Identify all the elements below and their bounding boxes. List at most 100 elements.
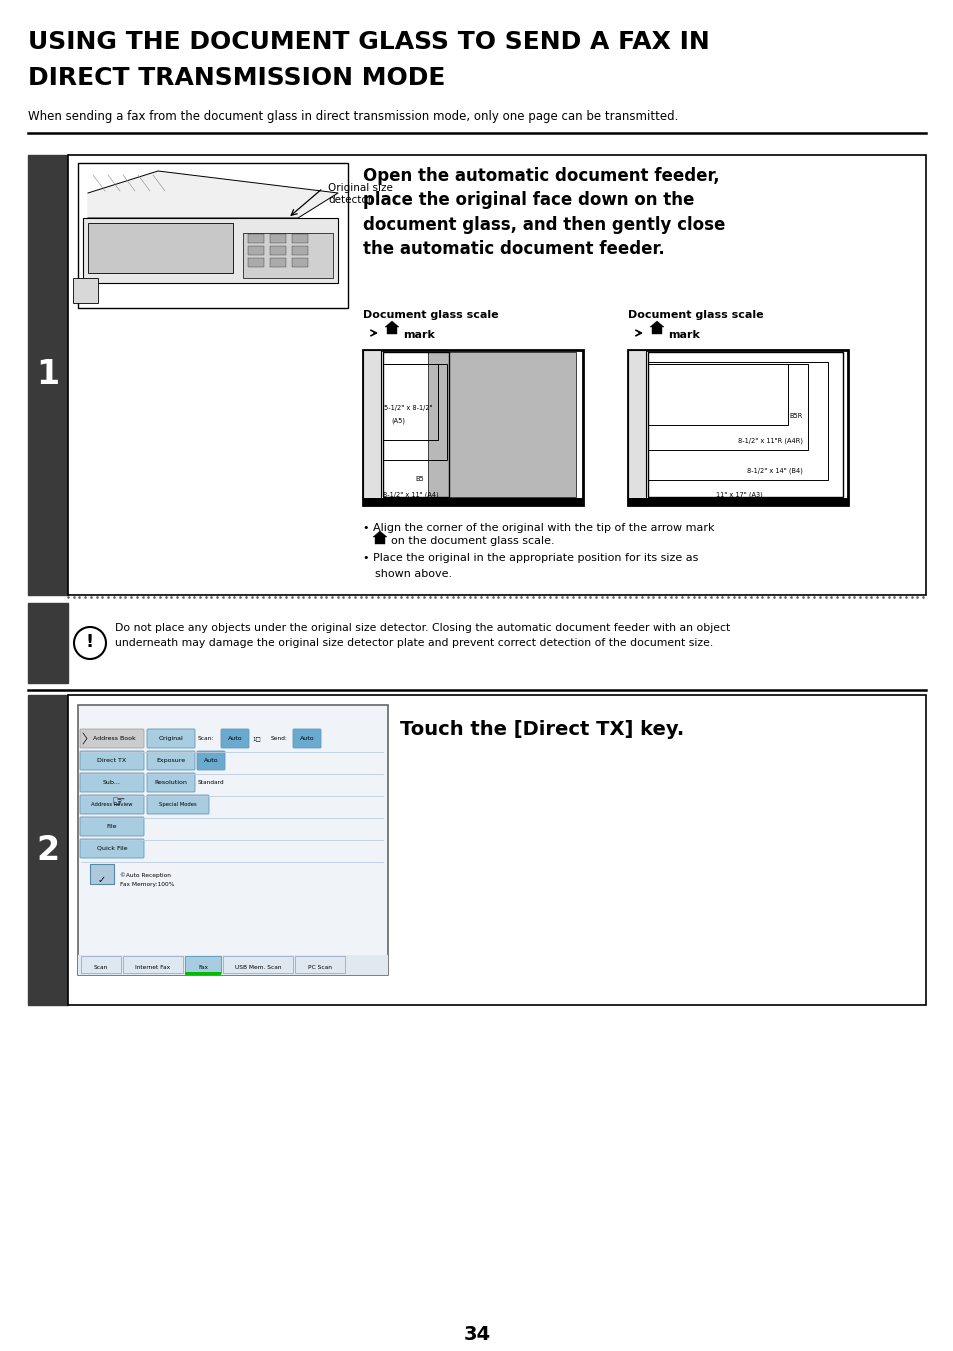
Text: Auto: Auto	[228, 736, 242, 740]
Polygon shape	[88, 172, 337, 218]
Text: B5R: B5R	[789, 413, 802, 419]
Bar	[243, 232, 333, 278]
Text: • Place the original in the appropriate position for its size as: • Place the original in the appropriate …	[363, 553, 698, 563]
Bar	[382, 363, 447, 459]
FancyBboxPatch shape	[147, 730, 194, 748]
Text: B5: B5	[415, 476, 423, 482]
Bar	[270, 258, 286, 267]
Text: USING THE DOCUMENT GLASS TO SEND A FAX IN: USING THE DOCUMENT GLASS TO SEND A FAX I…	[28, 30, 709, 54]
Bar	[627, 499, 847, 505]
Bar	[78, 955, 388, 975]
Bar	[28, 694, 68, 1005]
Text: Quick File: Quick File	[96, 846, 127, 851]
FancyBboxPatch shape	[80, 730, 144, 748]
Text: Touch the [Direct TX] key.: Touch the [Direct TX] key.	[399, 720, 683, 739]
Text: DIRECT TRANSMISSION MODE: DIRECT TRANSMISSION MODE	[28, 66, 445, 91]
FancyBboxPatch shape	[147, 794, 209, 815]
Bar	[292, 258, 308, 267]
Bar	[363, 499, 582, 505]
Bar	[83, 218, 337, 282]
Bar	[81, 957, 121, 973]
Bar	[223, 957, 293, 973]
Text: 34: 34	[463, 1325, 490, 1344]
Text: Open the automatic document feeder,
place the original face down on the
document: Open the automatic document feeder, plac…	[363, 168, 724, 258]
Bar	[68, 694, 925, 1005]
Text: Internet Fax: Internet Fax	[135, 965, 171, 970]
FancyBboxPatch shape	[80, 751, 144, 770]
FancyBboxPatch shape	[80, 839, 144, 858]
FancyBboxPatch shape	[80, 773, 144, 792]
Text: Standard: Standard	[198, 781, 224, 785]
Text: Address Review: Address Review	[91, 802, 132, 807]
Text: Fax: Fax	[198, 965, 208, 970]
Bar	[123, 957, 183, 973]
Bar	[647, 362, 827, 480]
Text: 8-1/2" x 11" (A4): 8-1/2" x 11" (A4)	[382, 492, 438, 499]
Text: Original size
detector: Original size detector	[328, 182, 393, 204]
FancyBboxPatch shape	[196, 751, 225, 770]
Text: Original: Original	[158, 736, 183, 740]
Bar	[428, 353, 576, 497]
Bar	[248, 246, 264, 255]
Text: ✓: ✓	[98, 875, 106, 885]
Text: 1: 1	[36, 358, 59, 392]
Text: Exposure: Exposure	[156, 758, 186, 763]
FancyBboxPatch shape	[221, 730, 249, 748]
Text: USB Mem. Scan: USB Mem. Scan	[234, 965, 281, 970]
Text: ☞: ☞	[112, 794, 125, 809]
Text: 1□: 1□	[252, 736, 260, 742]
Text: mark: mark	[402, 330, 435, 340]
Text: Auto: Auto	[204, 758, 218, 763]
Bar	[363, 350, 582, 505]
Text: Address Book: Address Book	[92, 736, 135, 740]
FancyBboxPatch shape	[147, 773, 194, 792]
Bar	[28, 155, 68, 594]
Text: File: File	[107, 824, 117, 830]
Bar	[90, 865, 113, 884]
Bar	[627, 350, 847, 505]
Text: Do not place any objects under the original size detector. Closing the automatic: Do not place any objects under the origi…	[115, 623, 729, 648]
Text: ©Auto Reception: ©Auto Reception	[120, 871, 171, 878]
Bar	[627, 350, 645, 505]
Text: PC Scan: PC Scan	[308, 965, 332, 970]
Bar	[78, 705, 388, 975]
Bar	[382, 363, 437, 440]
Text: 2: 2	[36, 834, 59, 866]
Text: • Align the corner of the original with the tip of the arrow mark: • Align the corner of the original with …	[363, 523, 714, 534]
Text: (A5): (A5)	[391, 417, 405, 424]
Bar	[68, 155, 925, 594]
Bar	[270, 234, 286, 243]
Bar	[647, 363, 807, 450]
Text: 8-1/2" x 11"R (A4R): 8-1/2" x 11"R (A4R)	[738, 438, 802, 444]
Polygon shape	[373, 531, 387, 544]
FancyBboxPatch shape	[147, 751, 194, 770]
Text: !: !	[86, 634, 94, 651]
Bar	[185, 971, 221, 975]
Bar	[78, 163, 348, 308]
Bar	[647, 363, 787, 426]
Bar	[294, 957, 345, 973]
Text: Document glass scale: Document glass scale	[627, 309, 762, 320]
Text: Direct TX: Direct TX	[97, 758, 127, 763]
Bar	[88, 223, 233, 273]
Bar	[185, 957, 221, 973]
FancyBboxPatch shape	[80, 817, 144, 836]
Bar	[28, 603, 68, 684]
Text: Document glass scale: Document glass scale	[363, 309, 498, 320]
Polygon shape	[385, 322, 398, 334]
Bar	[73, 278, 98, 303]
Text: 8-1/2" x 14" (B4): 8-1/2" x 14" (B4)	[746, 467, 802, 474]
Bar	[292, 246, 308, 255]
Bar	[363, 350, 380, 505]
Text: Send:: Send:	[271, 736, 288, 742]
FancyBboxPatch shape	[80, 794, 144, 815]
Text: 5-1/2" x 8-1/2": 5-1/2" x 8-1/2"	[384, 405, 432, 411]
Text: Special Modes: Special Modes	[159, 802, 196, 807]
Bar	[248, 234, 264, 243]
Bar	[382, 353, 449, 497]
Text: Resolution: Resolution	[154, 780, 187, 785]
FancyBboxPatch shape	[293, 730, 320, 748]
Text: Sub...: Sub...	[103, 780, 121, 785]
Text: Auto: Auto	[299, 736, 314, 740]
Text: mark: mark	[667, 330, 700, 340]
